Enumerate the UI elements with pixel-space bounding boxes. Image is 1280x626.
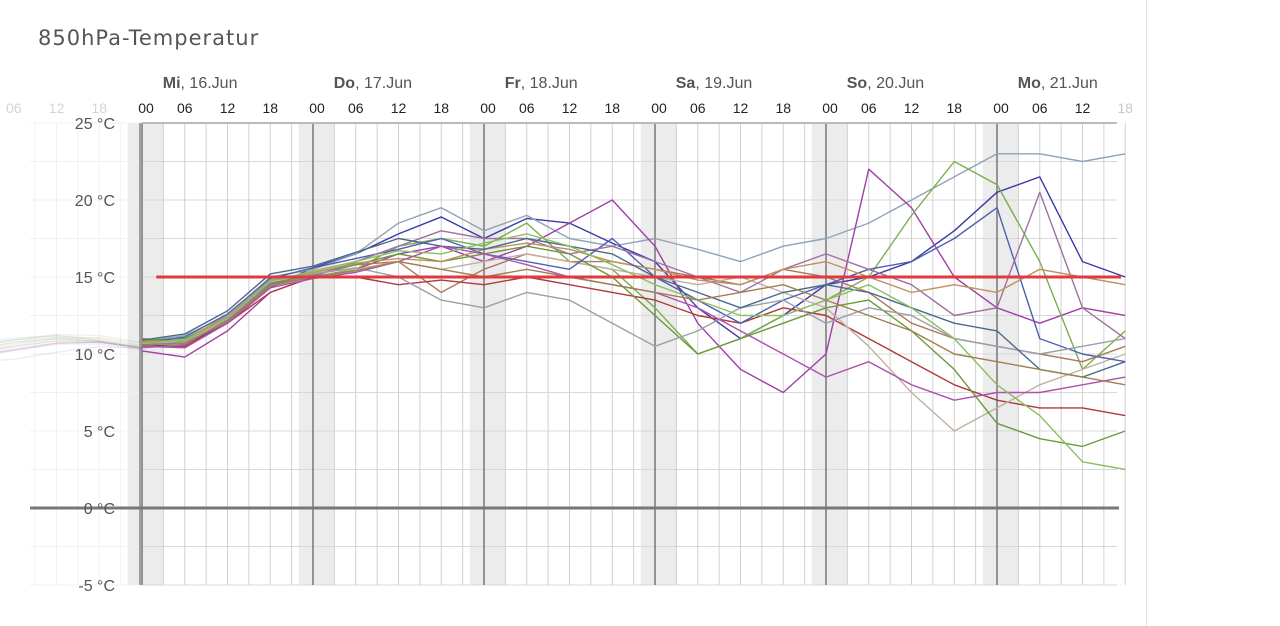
past-series-line (0, 338, 143, 349)
series-line-member-12 (141, 267, 1126, 355)
day-of-week: Mi (163, 75, 181, 92)
hour-tick-label: 18 (946, 100, 962, 116)
y-tick-label: 25 °C (75, 116, 115, 133)
past-series-line (0, 335, 143, 349)
hour-tick-label: 06 (177, 100, 193, 116)
day-of-week: Fr (505, 75, 521, 92)
y-tick-label: -5 °C (78, 578, 115, 595)
day-date: , 18.Jun (521, 75, 578, 92)
series-line-member-13 (141, 237, 1126, 378)
hour-tick-label: 00 (651, 100, 667, 116)
y-tick-label: 10 °C (75, 347, 115, 364)
hour-tick-label: 12 (904, 100, 920, 116)
day-date: , 19.Jun (695, 75, 752, 92)
past-series-line (0, 340, 143, 350)
day-of-week: Do (334, 75, 356, 92)
day-label: Mi, 16.Jun (163, 75, 238, 92)
right-panel (1146, 0, 1280, 626)
past-series-line (0, 346, 143, 361)
hour-tick-label: 12 (220, 100, 236, 116)
past-series-line (0, 338, 143, 350)
hour-tick-label: 18 (775, 100, 791, 116)
hour-tick-label: 00 (138, 100, 154, 116)
hour-tick-label: 18 (262, 100, 278, 116)
series-line-member-15 (141, 233, 1126, 471)
hour-tick-label: 18 (1117, 100, 1133, 116)
past-hour-tick-label: 18 (91, 100, 107, 116)
day-date: , 21.Jun (1041, 75, 1098, 92)
hour-tick-label: 06 (1032, 100, 1048, 116)
day-of-week: Sa (676, 75, 696, 92)
day-date: , 16.Jun (181, 75, 238, 92)
day-label: Fr, 18.Jun (505, 75, 578, 92)
past-series-line (0, 341, 143, 354)
past-series-line (0, 341, 143, 352)
series-line-member-16 (141, 260, 1126, 386)
chart-title: 850hPa-Temperatur (38, 26, 260, 50)
day-of-week: Mo (1018, 75, 1041, 92)
hour-tick-label: 06 (348, 100, 364, 116)
past-series-line (0, 339, 143, 350)
day-label: Sa, 19.Jun (676, 75, 753, 92)
y-tick-label: 15 °C (75, 270, 115, 287)
series-line-member-2 (141, 153, 1126, 343)
past-series-line (0, 333, 143, 343)
hour-tick-label: 06 (519, 100, 535, 116)
hour-tick-label: 06 (861, 100, 877, 116)
hour-tick-label: 18 (604, 100, 620, 116)
past-series-line (0, 336, 143, 349)
hour-tick-label: 00 (309, 100, 325, 116)
past-series-line (0, 340, 143, 350)
past-hour-tick-label: 12 (49, 100, 65, 116)
day-of-week: So (847, 75, 868, 92)
past-series-line (0, 343, 143, 354)
hour-tick-label: 00 (480, 100, 496, 116)
hour-tick-label: 12 (733, 100, 749, 116)
day-date: , 17.Jun (355, 75, 412, 92)
hour-tick-label: 12 (562, 100, 578, 116)
day-label: So, 20.Jun (847, 75, 924, 92)
y-tick-label: 20 °C (75, 193, 115, 210)
past-series-line (0, 336, 143, 347)
past-series-line (0, 336, 143, 348)
past-series-line (0, 334, 143, 347)
day-label: Mo, 21.Jun (1018, 75, 1098, 92)
day-date: , 20.Jun (867, 75, 924, 92)
day-label: Do, 17.Jun (334, 75, 412, 92)
past-hour-tick-label: 06 (6, 100, 22, 116)
ensemble-temperature-chart: 25 °C 20 °C 15 °C 10 °C 5 °C 0 °C -5 °C Mi, 16.… (0, 75, 1133, 595)
hour-tick-label: 12 (1075, 100, 1091, 116)
hour-tick-label: 00 (993, 100, 1009, 116)
y-tick-label: 0 °C (84, 501, 115, 518)
hour-tick-label: 06 (690, 100, 706, 116)
y-tick-label: 5 °C (84, 424, 115, 441)
past-series-line (0, 341, 143, 353)
hour-tick-label: 18 (433, 100, 449, 116)
series-line-member-9 (141, 206, 1126, 363)
hour-tick-label: 00 (822, 100, 838, 116)
hour-tick-label: 12 (391, 100, 407, 116)
